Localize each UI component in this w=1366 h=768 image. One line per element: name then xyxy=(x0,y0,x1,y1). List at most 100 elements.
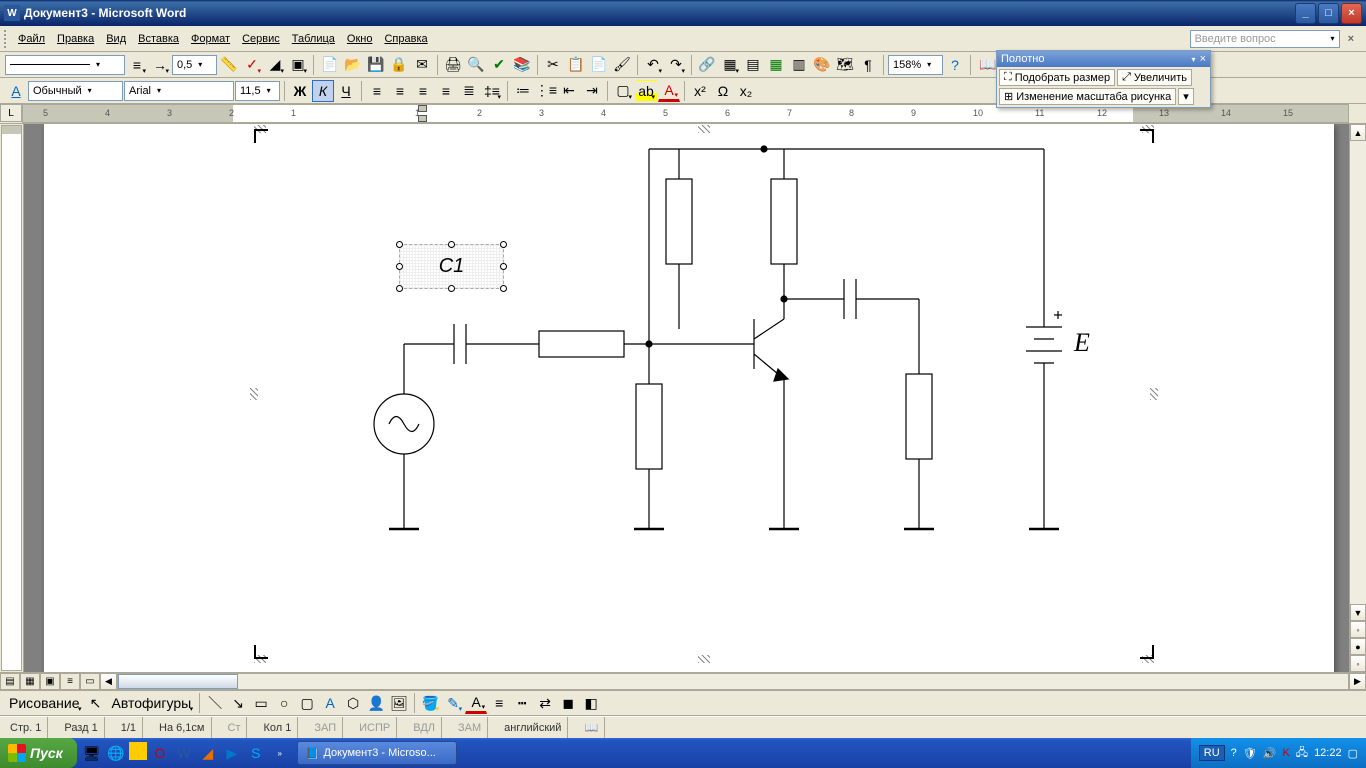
picture-button[interactable]: 🖼 xyxy=(388,692,410,714)
shadow-style-button[interactable]: ◼ xyxy=(557,692,579,714)
line-weight-combo[interactable]: 0,5▾ xyxy=(172,55,217,75)
scroll-right-icon[interactable]: ▶ xyxy=(1349,673,1366,690)
select-objects-button[interactable]: ↖ xyxy=(85,692,107,714)
align-center-button[interactable]: ≡ xyxy=(389,80,411,102)
tray-volume-icon[interactable]: 🔊 xyxy=(1263,747,1277,760)
ruler-corner-icon[interactable]: L xyxy=(0,104,22,122)
line-style-combo[interactable]: ▾ xyxy=(5,55,125,75)
help-question-input[interactable]: Введите вопрос▾ xyxy=(1190,30,1340,48)
print-button[interactable]: 🖨 xyxy=(442,54,464,76)
font-combo[interactable]: Arial▾ xyxy=(124,81,234,101)
arrow-style-button[interactable]: → xyxy=(149,54,171,76)
status-rec[interactable]: ЗАП xyxy=(308,717,343,738)
styles-button[interactable]: A xyxy=(5,80,27,102)
redo-button[interactable]: ↷ xyxy=(665,54,687,76)
style-combo[interactable]: Обычный▾ xyxy=(28,81,123,101)
status-ovr[interactable]: ЗАМ xyxy=(452,717,488,738)
browse-object-icon[interactable]: ● xyxy=(1350,638,1366,655)
scroll-left-icon[interactable]: ◀ xyxy=(100,673,117,690)
tray-help-icon[interactable]: ? xyxy=(1231,747,1237,759)
line-spacing-button[interactable]: ‡≡ xyxy=(481,80,503,102)
menu-help[interactable]: Справка xyxy=(378,31,433,47)
status-lang[interactable]: английский xyxy=(498,717,568,738)
clipart-button[interactable]: 👤 xyxy=(365,692,387,714)
status-record-icon[interactable]: 📖 xyxy=(578,717,605,738)
vertical-ruler[interactable] xyxy=(1,125,22,671)
superscript-button[interactable]: x² xyxy=(689,80,711,102)
bold-button[interactable]: Ж xyxy=(289,80,311,102)
fit-button[interactable]: ⛶ Подобрать размер xyxy=(999,69,1115,86)
format-painter-button[interactable]: 🖌 xyxy=(611,54,633,76)
tray-desktop-icon[interactable]: ▢ xyxy=(1348,747,1358,760)
preview-button[interactable]: 🔍 xyxy=(465,54,487,76)
help-button[interactable]: ? xyxy=(944,54,966,76)
spelling-button[interactable]: ✔ xyxy=(488,54,510,76)
docmap-button[interactable]: 🗺 xyxy=(834,54,856,76)
ql-tc-icon[interactable] xyxy=(129,742,147,760)
undo-button[interactable]: ↶ xyxy=(642,54,664,76)
ql-expand-icon[interactable]: » xyxy=(269,742,291,764)
font-size-combo[interactable]: 11,5▾ xyxy=(235,81,280,101)
canvas-toolbar-title[interactable]: Полотно▾× xyxy=(997,51,1210,67)
menu-edit[interactable]: Правка xyxy=(51,31,100,47)
arrow-style-button-2[interactable]: ⇄ xyxy=(534,692,556,714)
tray-clock[interactable]: 12:22 xyxy=(1314,747,1342,759)
ql-word-icon[interactable]: W xyxy=(173,742,195,764)
permission-button[interactable]: 🔒 xyxy=(388,54,410,76)
research-button[interactable]: 📚 xyxy=(511,54,533,76)
wrap-button[interactable]: ▾ xyxy=(1178,88,1194,105)
highlight-button[interactable]: ab xyxy=(635,80,657,102)
insert-table-button[interactable]: ▤ xyxy=(742,54,764,76)
tray-network-icon[interactable]: 🖧 xyxy=(1296,744,1308,763)
new-button[interactable]: 📄 xyxy=(319,54,341,76)
zoom-combo[interactable]: 158%▾ xyxy=(888,55,943,75)
align-left-button[interactable]: ≡ xyxy=(366,80,388,102)
menu-file[interactable]: Файл xyxy=(12,31,51,47)
font-color-button-2[interactable]: A xyxy=(465,692,487,714)
tray-kaspersky-icon[interactable]: K xyxy=(1282,747,1289,759)
menu-view[interactable]: Вид xyxy=(100,31,132,47)
close-icon[interactable]: × xyxy=(1200,53,1206,65)
taskbar-item-word[interactable]: 📘 Документ3 - Microso... xyxy=(297,741,457,765)
grip-icon[interactable] xyxy=(4,30,8,48)
line-button[interactable]: ＼ xyxy=(204,692,226,714)
ql-media-icon[interactable]: ▶ xyxy=(221,742,243,764)
drawing-canvas[interactable]: E C1 xyxy=(254,129,1154,659)
web-view-button[interactable]: ▦ xyxy=(20,673,40,690)
3d-button[interactable]: ▣ xyxy=(287,54,309,76)
italic-button[interactable]: К xyxy=(312,80,334,102)
prev-page-icon[interactable]: ◦ xyxy=(1350,621,1366,638)
maximize-button[interactable]: □ xyxy=(1318,3,1339,24)
minimize-button[interactable]: _ xyxy=(1295,3,1316,24)
ql-ie-icon[interactable]: 🌐 xyxy=(105,742,127,764)
autoshapes-menu[interactable]: Автофигуры xyxy=(108,692,196,714)
paste-button[interactable]: 📄 xyxy=(588,54,610,76)
status-ext[interactable]: ВДЛ xyxy=(407,717,442,738)
textbox-button[interactable]: ▢ xyxy=(296,692,318,714)
scroll-down-icon[interactable]: ▼ xyxy=(1350,604,1366,621)
menu-window[interactable]: Окно xyxy=(341,31,379,47)
canvas-toolbar[interactable]: Полотно▾× ⛶ Подобрать размер ⤢ Увеличить… xyxy=(996,50,1211,108)
normal-view-button[interactable]: ▤ xyxy=(0,673,20,690)
status-trk[interactable]: ИСПР xyxy=(353,717,397,738)
close-button[interactable]: × xyxy=(1341,3,1362,24)
diagram-button[interactable]: ⬡ xyxy=(342,692,364,714)
numbering-button[interactable]: ≔ xyxy=(512,80,534,102)
underline-button[interactable]: Ч xyxy=(335,80,357,102)
ql-desktop-icon[interactable]: 🖥 xyxy=(81,742,103,764)
tray-shield-icon[interactable]: 🛡 xyxy=(1243,747,1257,760)
start-button[interactable]: Пуск xyxy=(0,738,77,768)
align-justify-button[interactable]: ≡ xyxy=(435,80,457,102)
vertical-scrollbar[interactable]: ▲ ▼ ◦ ● ◦ xyxy=(1349,124,1366,672)
align-right-button[interactable]: ≡ xyxy=(412,80,434,102)
3d-style-button[interactable]: ◧ xyxy=(580,692,602,714)
print-view-button[interactable]: ▣ xyxy=(40,673,60,690)
cut-button[interactable]: ✂ xyxy=(542,54,564,76)
next-page-icon[interactable]: ◦ xyxy=(1350,655,1366,672)
spell-button[interactable]: ✓ xyxy=(241,54,263,76)
menu-service[interactable]: Сервис xyxy=(236,31,286,47)
measure-icon[interactable]: 📏 xyxy=(218,54,240,76)
document-scroll[interactable]: E C1 xyxy=(24,124,1349,672)
rectangle-button[interactable]: ▭ xyxy=(250,692,272,714)
border-button[interactable]: ▢ xyxy=(612,80,634,102)
